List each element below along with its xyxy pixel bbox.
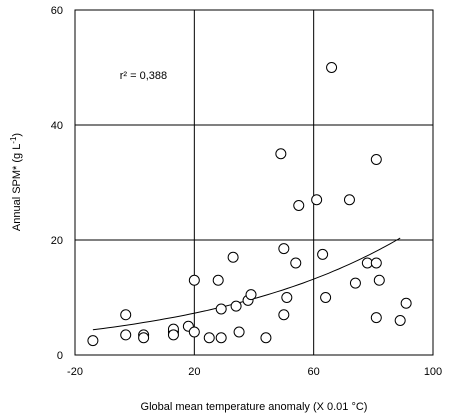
- x-tick-label: 20: [188, 366, 200, 378]
- data-point: [281, 292, 293, 303]
- data-point: [212, 274, 224, 286]
- data-point: [120, 329, 132, 341]
- data-point: [370, 154, 382, 165]
- x-axis-title: Global mean temperature anomaly (X 0.01 …: [141, 401, 368, 413]
- data-point: [317, 248, 329, 260]
- data-point: [373, 274, 385, 286]
- data-point: [290, 257, 302, 269]
- data-point: [167, 329, 179, 341]
- y-tick-label: 20: [51, 235, 63, 247]
- y-axis-title-superscript: -1: [9, 136, 18, 144]
- data-points: [87, 62, 412, 347]
- y-axis-title: Annual SPM* (g L-1): [9, 133, 23, 231]
- x-tick-labels: -20 20 60 100: [67, 366, 442, 378]
- data-point: [370, 312, 382, 324]
- y-tick-label: 0: [57, 350, 63, 362]
- data-point: [215, 303, 227, 315]
- data-point: [343, 194, 355, 206]
- data-point: [188, 274, 200, 286]
- data-point: [320, 292, 332, 303]
- data-point: [394, 315, 406, 326]
- data-point: [311, 194, 323, 206]
- gridlines: [75, 10, 433, 355]
- x-tick-label: 100: [424, 366, 442, 378]
- data-point: [227, 251, 239, 263]
- data-point: [370, 257, 382, 269]
- data-point: [188, 326, 200, 338]
- y-tick-labels: 0 20 40 60: [51, 5, 63, 362]
- r-squared-annotation: r² = 0,388: [120, 70, 167, 82]
- data-point: [278, 243, 290, 255]
- data-point: [400, 297, 412, 309]
- data-point: [138, 332, 150, 344]
- plot-area: [74, 9, 434, 356]
- y-tick-label: 40: [51, 120, 63, 132]
- y-axis-title-main: Annual SPM* (g L: [11, 144, 23, 231]
- data-point: [203, 332, 215, 344]
- data-point: [275, 148, 287, 160]
- data-point: [326, 62, 338, 73]
- y-tick-label: 60: [51, 5, 63, 17]
- data-point: [245, 289, 257, 301]
- x-tick-label: 60: [308, 366, 320, 378]
- x-tick-label: -20: [67, 366, 83, 378]
- data-point: [233, 326, 245, 338]
- y-axis-title-tail: ): [11, 133, 23, 137]
- data-point: [293, 200, 305, 211]
- data-point: [278, 309, 290, 321]
- data-point: [230, 300, 242, 312]
- data-point: [260, 332, 272, 344]
- data-point: [349, 277, 361, 289]
- data-point: [87, 335, 99, 347]
- data-point: [215, 332, 227, 344]
- data-point: [120, 309, 132, 321]
